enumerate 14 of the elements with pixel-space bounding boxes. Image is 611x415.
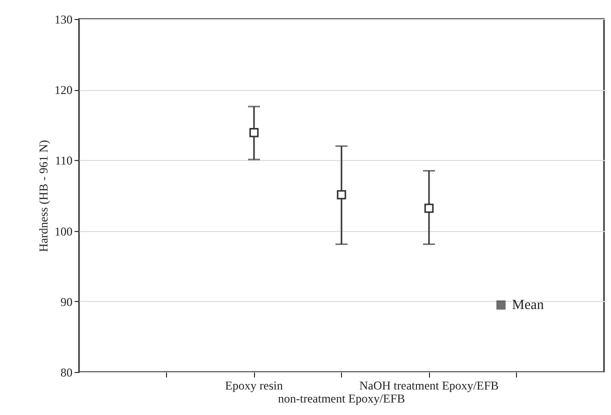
point [424, 204, 434, 213]
y-axis-title: Hardness (HB - 961 N) [36, 140, 50, 252]
x-tick-label: NaOH treatment Epoxy/EFB [359, 378, 499, 392]
legend-label: Mean [512, 298, 544, 313]
x-tick-label: Epoxy resin [225, 378, 283, 392]
y-tick-label: 80 [60, 366, 72, 380]
y-tick-label: 110 [54, 154, 72, 168]
y-tick-label: 100 [54, 224, 72, 238]
x-tick-label: non-treatment Epoxy/EFB [278, 392, 405, 406]
point [336, 190, 346, 200]
y-tick-label: 130 [54, 12, 72, 26]
y-tick-label: 120 [54, 83, 72, 98]
point [249, 128, 259, 138]
y-tick-label: 90 [60, 294, 72, 309]
